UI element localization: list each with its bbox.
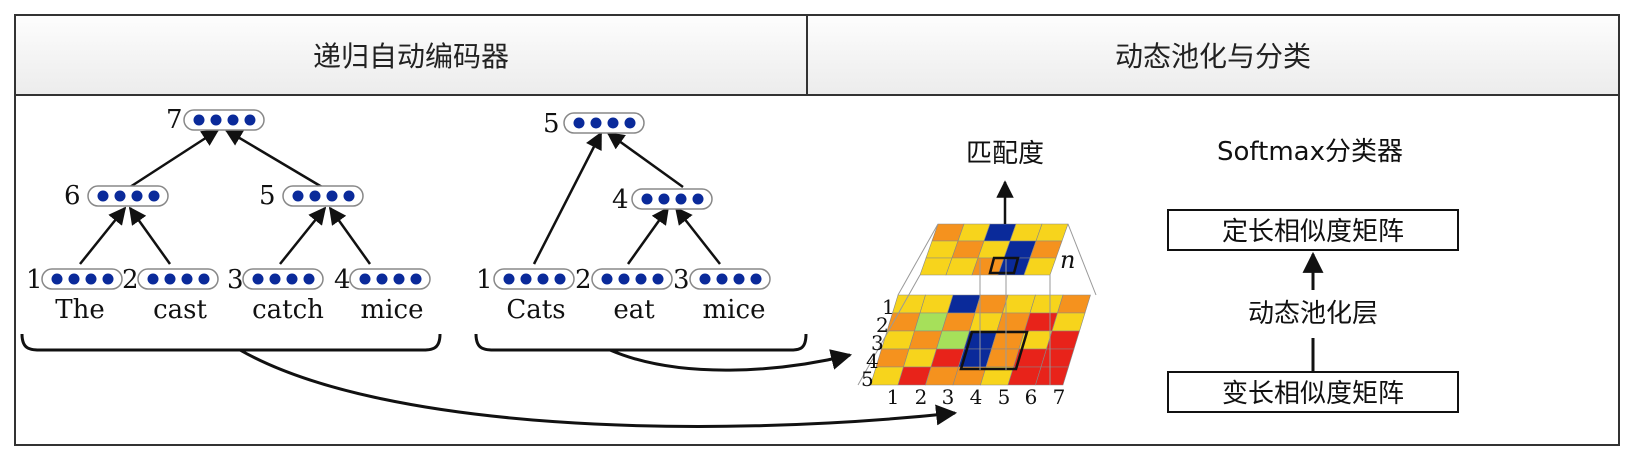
- pooled-grid-cell-2-5: [1029, 240, 1063, 259]
- leaf-2: 2 cast: [122, 265, 219, 325]
- projection-line-3: [857, 274, 921, 386]
- node-7-index: 7: [166, 105, 183, 135]
- classifier-pipeline: Softmax分类器 定长相似度矩阵 动态池化层 变长相似度矩阵: [1167, 137, 1459, 413]
- row-label-5: 5: [861, 367, 874, 391]
- leaf-4: 4 mice: [334, 265, 431, 325]
- variable-grid-cell-5-7: [1035, 366, 1069, 386]
- col-label-2: 2: [915, 385, 928, 409]
- node-5: 5: [259, 181, 364, 211]
- tree-2-to-matrix-arrow: [609, 348, 853, 372]
- similarity-matrix: 匹配度 n 1 2 3 4 5 1 2 3 4 5 6 7: [857, 139, 1097, 409]
- header-left-title: 递归自动编码器: [312, 40, 509, 73]
- variable-grid-cell-1-7: [1057, 294, 1091, 314]
- header-right-title: 动态池化与分类: [1114, 40, 1311, 73]
- tree-1: 7 6 5 1 The 2 cast: [20, 105, 442, 352]
- leaf-2-index: 2: [122, 265, 139, 295]
- matrix-row-labels: 1 2 3 4 5: [861, 295, 895, 391]
- variable-grid-cell-4-7: [1040, 348, 1075, 368]
- leaf-2-tree2-index: 2: [575, 265, 592, 295]
- node-6-index: 6: [64, 181, 81, 211]
- word-the: The: [55, 295, 104, 325]
- word-eat: eat: [613, 295, 655, 325]
- fixed-length-matrix-label: 定长相似度矩阵: [1222, 217, 1404, 247]
- leaf-3-index: 3: [227, 265, 244, 295]
- leaf-3: 3 catch: [227, 265, 324, 325]
- leaf-3-tree2: 3 mice: [673, 265, 771, 325]
- word-mice: mice: [361, 295, 424, 325]
- tree-2: 5 4 1 Cats 2 eat 3 mice: [474, 109, 808, 352]
- fixed-length-matrix-box: [1167, 209, 1459, 251]
- col-label-6: 6: [1025, 385, 1038, 409]
- leaf-1-index: 1: [26, 265, 43, 295]
- leaf-3-tree2-index: 3: [673, 265, 690, 295]
- node-4-tree2: 4: [612, 185, 713, 215]
- variable-length-matrix-label: 变长相似度矩阵: [1222, 379, 1404, 409]
- col-label-3: 3: [942, 385, 955, 409]
- figure-frame: 递归自动编码器 动态池化与分类: [14, 14, 1620, 446]
- leaf-1: 1 The: [26, 265, 123, 325]
- row-label-2: 2: [876, 313, 889, 337]
- tree-1-to-matrix-arrow: [239, 348, 958, 428]
- pooled-grid-cell-3-5: [1023, 257, 1057, 276]
- projection-line-1: [897, 223, 939, 296]
- tree-2-brace: [474, 333, 808, 352]
- projection-line-2: [1067, 223, 1097, 296]
- dynamic-pooling-layer-label: 动态池化层: [1248, 299, 1378, 329]
- row-label-3: 3: [871, 331, 884, 355]
- node-5-index: 5: [259, 181, 276, 211]
- col-label-7: 7: [1053, 385, 1066, 409]
- match-score-label: 匹配度: [966, 139, 1044, 169]
- leaf-1-tree2-index: 1: [476, 265, 493, 295]
- leaf-2-tree2: 2 eat: [575, 265, 673, 325]
- col-label-1: 1: [887, 385, 900, 409]
- top-grid-n-label: n: [1060, 246, 1075, 274]
- variable-grid-cell-2-7: [1051, 312, 1086, 332]
- word-catch: catch: [252, 295, 324, 325]
- tree-1-brace: [20, 333, 442, 352]
- variable-similarity-grid: [870, 294, 1091, 386]
- node-5-tree2-index: 5: [543, 109, 560, 139]
- leaf-4-index: 4: [334, 265, 351, 295]
- row-label-4: 4: [866, 349, 879, 373]
- pooling-window-highlight: [959, 330, 1029, 371]
- pooled-similarity-grid: [919, 223, 1069, 276]
- word-cast: cast: [153, 295, 207, 325]
- word-cats: Cats: [506, 295, 565, 325]
- col-label-5: 5: [998, 385, 1011, 409]
- pooled-cell-highlight: [988, 256, 1020, 275]
- pooling-projection-lines: [857, 223, 1097, 386]
- variable-length-matrix-box: [1167, 371, 1459, 413]
- matrix-col-labels: 1 2 3 4 5 6 7: [887, 385, 1066, 409]
- col-label-4: 4: [970, 385, 983, 409]
- leaf-1-tree2: 1 Cats: [476, 265, 575, 325]
- word-mice-2: mice: [703, 295, 766, 325]
- variable-grid-cell-3-7: [1046, 330, 1080, 350]
- row-label-1: 1: [882, 295, 895, 319]
- header-dynamic-pooling: 动态池化与分类: [808, 16, 1618, 96]
- node-5-tree2: 5: [543, 109, 645, 139]
- pooled-grid-cell-1-5: [1035, 223, 1069, 242]
- node-4-tree2-index: 4: [612, 185, 629, 215]
- node-6: 6: [64, 181, 169, 211]
- softmax-classifier-title: Softmax分类器: [1217, 137, 1403, 167]
- tree-1-edges: [79, 128, 372, 265]
- header-recursive-autoencoder: 递归自动编码器: [16, 16, 808, 96]
- node-7: 7: [166, 105, 265, 135]
